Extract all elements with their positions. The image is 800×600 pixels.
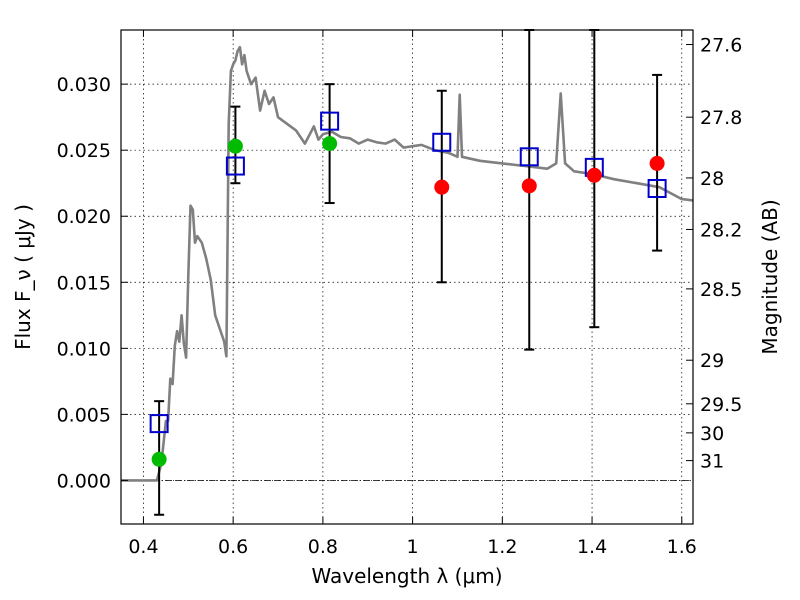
y-ticks: 0.000 0.005 0.010 0.015 0.020 0.025 0.030 xyxy=(57,74,128,492)
template-square-point xyxy=(225,156,245,176)
model-spectrum-line xyxy=(121,45,693,482)
x-tick-label: 0.8 xyxy=(308,536,338,558)
y-tick-label: 0.025 xyxy=(57,140,111,162)
right-tick-label: 27.8 xyxy=(700,107,742,129)
y-tick-label: 0.020 xyxy=(57,206,111,228)
green-point xyxy=(322,136,338,152)
right-tick-label: 29.5 xyxy=(700,394,742,416)
y-tick-label: 0.030 xyxy=(57,74,111,96)
template-square-point xyxy=(149,414,169,434)
x-ticks: 0.4 0.6 0.8 1 1.2 1.4 1.6 xyxy=(128,30,697,558)
x-tick-label: 1.6 xyxy=(667,536,697,558)
right-tick-label: 30 xyxy=(700,423,724,445)
red-point xyxy=(521,178,537,194)
plot-frame xyxy=(120,29,694,525)
x-tick-label: 1.4 xyxy=(577,536,607,558)
template-square-point xyxy=(432,132,452,152)
plot-area xyxy=(121,29,693,516)
right-tick-label: 29 xyxy=(700,350,724,372)
y-tick-label: 0.010 xyxy=(57,338,111,360)
green-point xyxy=(227,138,243,154)
red-point xyxy=(649,155,665,171)
x-tick-label: 0.4 xyxy=(128,536,158,558)
template-square-point xyxy=(519,147,539,167)
red-point xyxy=(434,179,450,195)
red-point xyxy=(586,167,602,183)
right-tick-label: 27.6 xyxy=(700,35,742,57)
markers xyxy=(149,111,667,467)
right-tick-label: 28.2 xyxy=(700,219,742,241)
right-ticks: 27.6 27.8 28 28.2 28.5 29 29.5 30 31 xyxy=(686,35,742,473)
template-square-point xyxy=(320,111,340,131)
x-axis-title: Wavelength λ (μm) xyxy=(311,564,502,588)
x-tick-label: 1.2 xyxy=(487,536,517,558)
y-tick-label: 0.015 xyxy=(57,272,111,294)
x-tick-label: 0.6 xyxy=(218,536,248,558)
right-axis-title: Magnitude (AB) xyxy=(758,199,782,354)
y-tick-label: 0.000 xyxy=(57,470,111,492)
template-square-point xyxy=(647,179,667,199)
right-tick-label: 28.5 xyxy=(700,279,742,301)
model-spectrum xyxy=(121,45,693,482)
green-point xyxy=(151,451,167,467)
right-tick-label: 31 xyxy=(700,451,724,473)
y-axis-title: Flux F_ν ( μJy ) xyxy=(11,204,35,350)
grid xyxy=(121,30,693,524)
right-tick-label: 28 xyxy=(700,168,724,190)
y-tick-label: 0.005 xyxy=(57,404,111,426)
x-tick-label: 1 xyxy=(407,536,419,558)
